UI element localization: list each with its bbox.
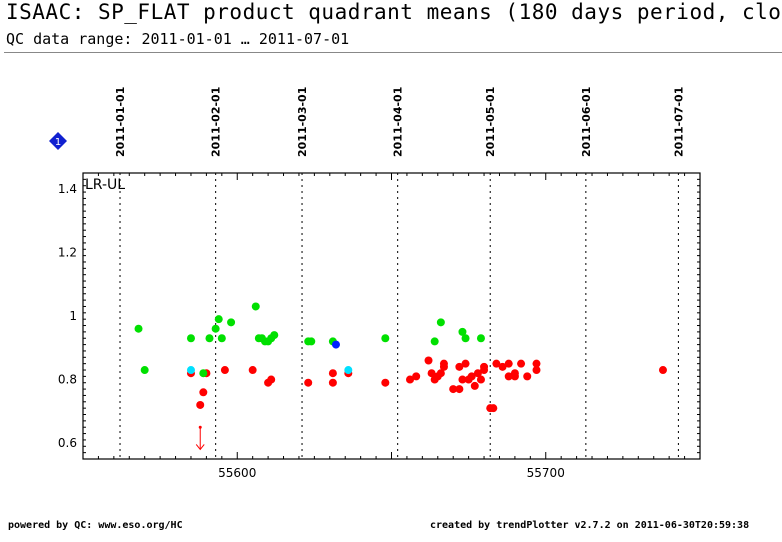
data-point (344, 366, 353, 375)
data-point (205, 334, 214, 343)
page-title: ISAAC: SP_FLAT product quadrant means (1… (6, 0, 782, 24)
data-point (461, 334, 470, 343)
data-point (436, 369, 445, 378)
data-point (248, 366, 257, 375)
data-point (467, 372, 476, 381)
data-point (532, 359, 541, 368)
data-point (476, 375, 485, 384)
data-point (304, 378, 313, 387)
y-tick-label: 0.8 (58, 373, 77, 387)
data-point (504, 372, 513, 381)
data-point (328, 369, 337, 378)
data-point (381, 334, 390, 343)
data-point (455, 385, 464, 394)
data-point (199, 388, 208, 397)
limit-arrow-origin (198, 425, 202, 429)
data-point (199, 369, 208, 378)
x-tick-label: 55700 (527, 466, 565, 480)
data-point (251, 302, 260, 311)
data-point (476, 334, 485, 343)
data-point (658, 366, 667, 375)
data-point (196, 400, 205, 409)
date-marker-label: 2011-03-01 (296, 87, 309, 157)
plot-frame (82, 172, 701, 460)
data-point (510, 372, 519, 381)
data-point (220, 366, 229, 375)
date-marker-label: 2011-04-01 (392, 87, 405, 157)
data-point (134, 324, 143, 333)
data-point (489, 404, 498, 413)
data-point (140, 366, 149, 375)
date-marker-label: 2011-01-01 (114, 87, 127, 157)
date-marker-label: 2011-07-01 (672, 87, 685, 157)
x-tick-label: 55600 (218, 466, 256, 480)
data-point (449, 385, 458, 394)
data-point (517, 359, 526, 368)
data-point (498, 362, 507, 371)
data-point (307, 337, 316, 346)
date-marker-label: 2011-05-01 (484, 87, 497, 157)
y-tick-label: 1.4 (58, 182, 77, 196)
date-marker-label: 2011-06-01 (580, 87, 593, 157)
diamond-icon (49, 132, 67, 150)
data-point (470, 381, 479, 390)
badge-label: 1 (55, 137, 61, 148)
data-point (458, 375, 467, 384)
data-point (424, 356, 433, 365)
y-tick-label: 0.6 (58, 436, 77, 450)
data-point (331, 340, 340, 349)
limit-arrow-head (195, 444, 205, 451)
data-point (217, 334, 226, 343)
data-point (473, 369, 482, 378)
data-point (439, 362, 448, 371)
data-point (267, 375, 276, 384)
footer-generator: created by trendPlotter v2.7.2 on 2011-0… (430, 520, 750, 531)
data-point (427, 369, 436, 378)
data-point (406, 375, 415, 384)
page-subtitle: QC data range: 2011-01-01 … 2011-07-01 (6, 30, 350, 48)
data-point (214, 315, 223, 324)
data-point (270, 331, 279, 340)
data-point (227, 318, 236, 327)
data-point (412, 372, 421, 381)
data-point (480, 362, 489, 371)
data-point (211, 324, 220, 333)
data-point (328, 378, 337, 387)
data-point (436, 318, 445, 327)
footer-credit: powered by QC: www.eso.org/HC (8, 520, 183, 531)
data-point (430, 337, 439, 346)
data-point (186, 334, 195, 343)
header-divider (4, 52, 782, 53)
data-point (492, 359, 501, 368)
data-point (523, 372, 532, 381)
data-point (504, 359, 513, 368)
y-tick-label: 1 (69, 309, 77, 323)
data-point (186, 366, 195, 375)
data-point (532, 366, 541, 375)
data-point (381, 378, 390, 387)
data-point (458, 327, 467, 336)
badge[interactable]: 1 (49, 132, 67, 150)
data-point (455, 362, 464, 371)
date-marker-label: 2011-02-01 (210, 87, 223, 157)
data-point (461, 359, 470, 368)
panel-label: LR-UL (85, 177, 125, 193)
y-tick-label: 1.2 (58, 245, 77, 259)
